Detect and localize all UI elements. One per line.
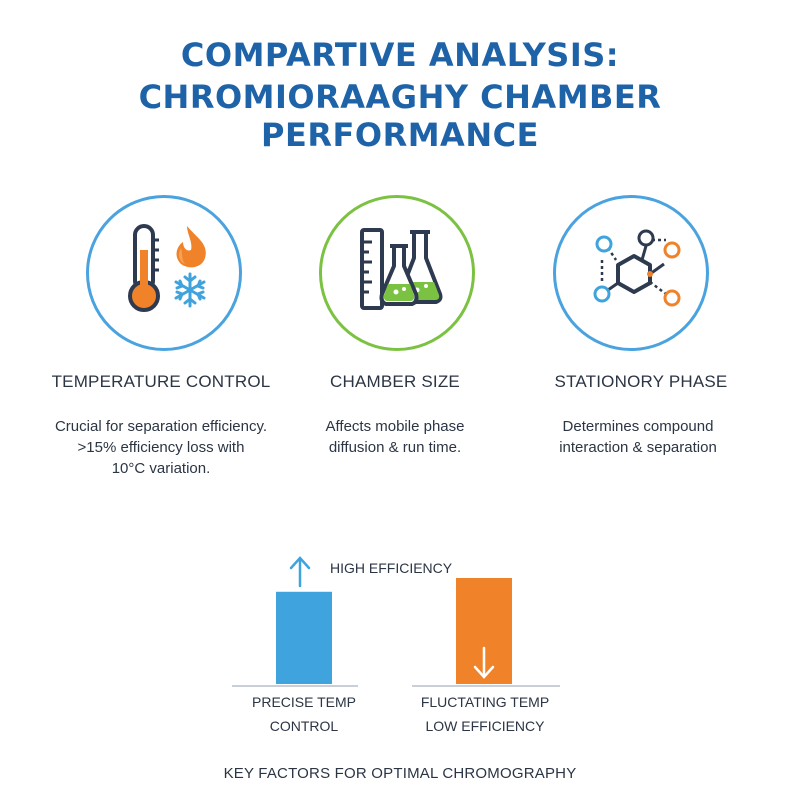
factor-desc-stationary-phase: Determines compound interaction & separa… — [503, 416, 773, 458]
title-line-1: COMPARTIVE ANALYSIS: — [180, 36, 620, 74]
chamber-size-icon-circle — [319, 195, 475, 351]
stationary-phase-icon-circle — [553, 195, 709, 351]
factor-desc-temperature: Crucial for separation efficiency. >15% … — [26, 416, 296, 479]
tick-label: CONTROL — [270, 718, 339, 734]
desc-line: Determines compound — [562, 418, 714, 435]
down-arrow-icon — [473, 646, 495, 679]
desc-line: Crucial for separation efficiency. — [54, 418, 268, 435]
title-line-2: CHROMIORAAGHY CHAMBER PERFORMANCE — [138, 78, 662, 154]
factor-title-temperature: TEMPERATURE CONTROL — [51, 372, 271, 391]
desc-line: Affects mobile phase — [325, 418, 465, 435]
tick-label: FLUCTATING TEMP — [421, 694, 549, 710]
tick-label: PRECISE TEMP — [252, 694, 356, 710]
temperature-icon-circle — [86, 195, 242, 351]
annotation-high-efficiency: HIGH EFFICIENCY — [330, 560, 453, 576]
bar-1 — [276, 591, 332, 684]
desc-line: diffusion & run time. — [328, 439, 462, 456]
ruler-flasks-icon — [360, 228, 443, 310]
factor-title-chamber-size: CHAMBER SIZE — [330, 372, 460, 391]
up-arrow-icon — [289, 556, 311, 588]
factor-desc-chamber-size: Affects mobile phase diffusion & run tim… — [260, 416, 530, 458]
desc-line: 10°C variation. — [111, 460, 211, 477]
footer-caption: KEY FACTORS FOR OPTIMAL CHROMOGRAPHY — [223, 765, 577, 782]
thermometer-flame-snowflake-icon — [128, 224, 206, 312]
factor-title-stationary-phase: STATIONORY PHASE — [554, 372, 728, 391]
tick-label: LOW EFFICIENCY — [425, 718, 545, 734]
molecule-network-icon — [593, 229, 681, 307]
desc-line: >15% efficiency loss with — [77, 439, 245, 456]
desc-line: interaction & separation — [559, 439, 717, 456]
